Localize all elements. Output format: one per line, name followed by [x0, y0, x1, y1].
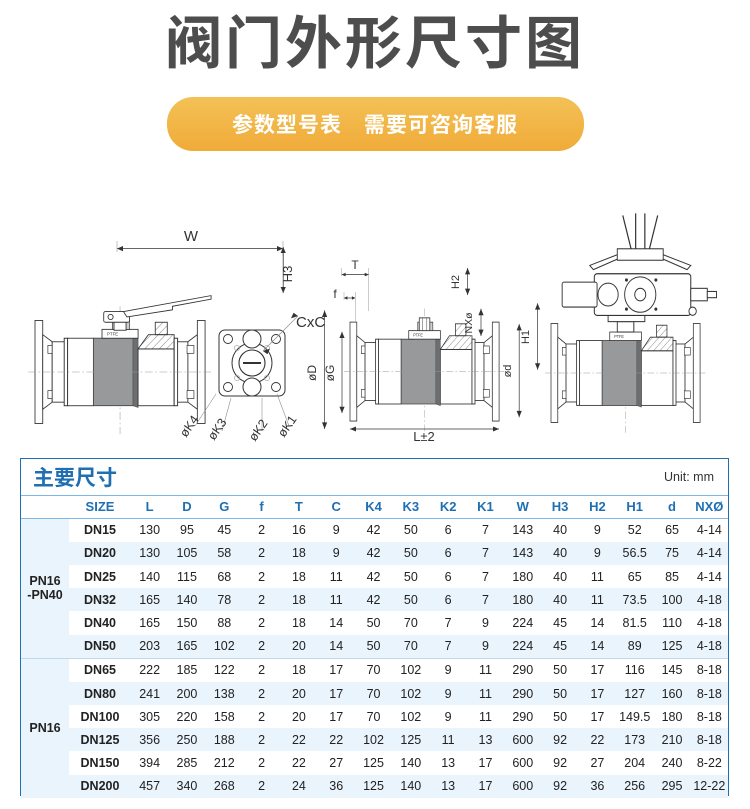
- svg-text:H1: H1: [520, 330, 532, 344]
- svg-text:CxC: CxC: [296, 314, 325, 331]
- svg-text:øK2: øK2: [246, 417, 271, 444]
- svg-text:T: T: [351, 258, 359, 272]
- svg-text:H3: H3: [280, 266, 295, 283]
- svg-text:øK1: øK1: [275, 413, 300, 440]
- svg-text:øK3: øK3: [205, 416, 230, 443]
- svg-text:ød: ød: [502, 365, 514, 378]
- svg-text:W: W: [184, 228, 199, 245]
- svg-text:NXø: NXø: [463, 312, 475, 334]
- svg-text:H2: H2: [450, 275, 462, 289]
- svg-text:øG: øG: [323, 365, 337, 382]
- svg-text:f: f: [333, 287, 337, 301]
- svg-text:øD: øD: [305, 365, 319, 381]
- svg-text:L±2: L±2: [413, 429, 435, 444]
